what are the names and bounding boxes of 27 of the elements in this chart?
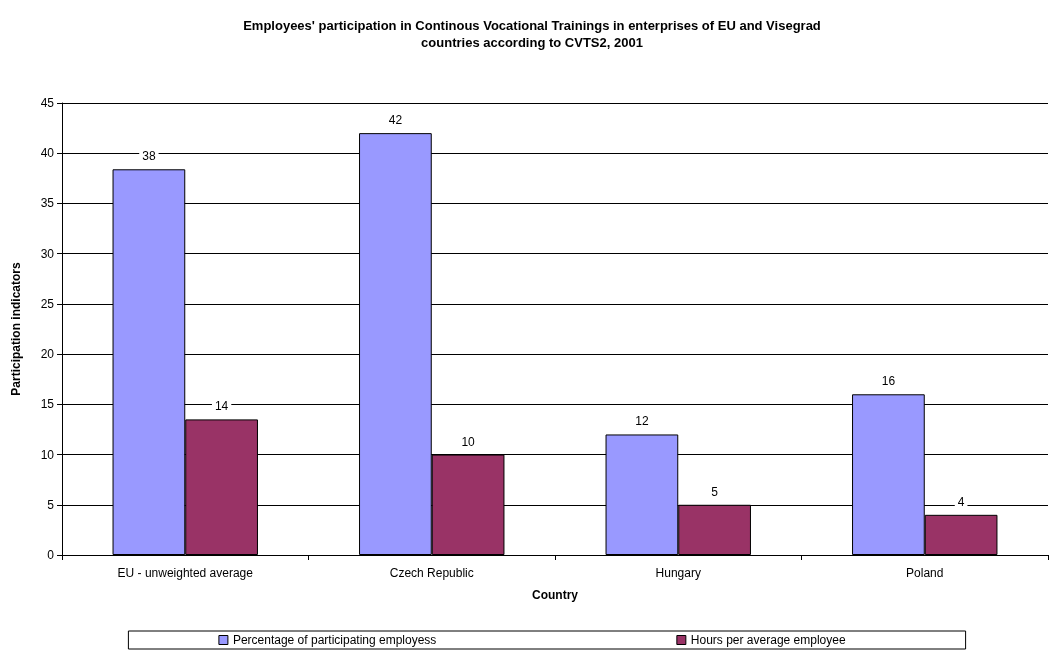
y-tick-label: 15 xyxy=(40,397,55,412)
y-tick-label: 45 xyxy=(40,96,55,110)
y-tick-label: 35 xyxy=(40,196,55,211)
data-label: 5 xyxy=(711,484,719,499)
y-tick-label: 10 xyxy=(40,447,55,462)
y-tick-label: 25 xyxy=(40,296,55,311)
y-axis-title: Participation indicators xyxy=(9,261,23,396)
y-tick-label: 5 xyxy=(47,497,55,512)
data-label: 42 xyxy=(388,113,403,128)
data-label: 38 xyxy=(142,149,156,164)
x-tick-label: EU - unweighted average xyxy=(117,566,254,580)
y-tick-label: 40 xyxy=(40,146,55,161)
y-tick-label: 0 xyxy=(47,548,55,562)
y-tick-label: 20 xyxy=(40,347,55,362)
x-tick-label: Hungary xyxy=(655,566,701,580)
y-tick-label: 30 xyxy=(40,246,55,261)
data-label: 16 xyxy=(881,374,896,389)
data-label: 4 xyxy=(957,494,965,509)
x-axis-title: Country xyxy=(532,588,579,602)
x-tick-label: Czech Republic xyxy=(389,566,474,580)
legend-label: Hours per average employee xyxy=(690,633,846,647)
legend-label: Percentage of participating employess xyxy=(232,633,437,647)
chart-title: Employees' participation in Continous Vocational Trainings in enterprises of EU and Visegrad countries according to CVTS2, 2001 xyxy=(243,18,821,50)
data-label: 14 xyxy=(214,399,229,414)
x-tick-label: Poland xyxy=(906,566,944,580)
data-label: 10 xyxy=(461,434,476,449)
data-label: 12 xyxy=(635,414,649,429)
